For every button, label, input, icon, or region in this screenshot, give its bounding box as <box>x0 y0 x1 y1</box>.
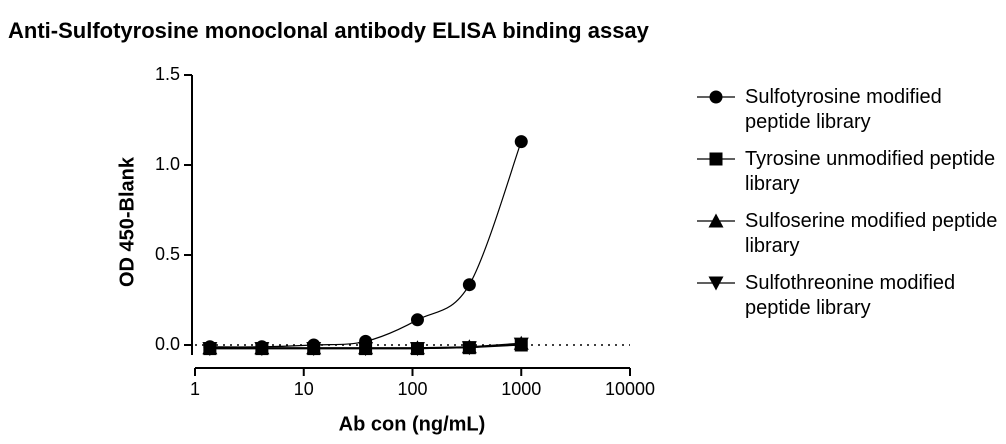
marker <box>306 342 322 357</box>
y-tick-label: 1.0 <box>155 154 180 174</box>
marker <box>513 337 529 352</box>
marker <box>410 313 424 327</box>
legend-item: Sulfothreonine modified peptide library <box>695 271 1006 321</box>
y-tick-label: 0.0 <box>155 334 180 354</box>
marker <box>461 341 477 356</box>
legend-swatch <box>697 276 735 291</box>
x-tick-label: 10000 <box>605 379 655 399</box>
marker <box>709 152 723 166</box>
x-axis-label: Ab con (ng/mL) <box>339 413 486 435</box>
legend-swatch <box>697 152 735 166</box>
y-tick-label: 0.5 <box>155 244 180 264</box>
x-tick-label: 10 <box>294 379 314 399</box>
marker <box>202 342 218 357</box>
x-tick-label: 100 <box>397 379 427 399</box>
marker <box>709 90 723 104</box>
legend-label: Sulfothreonine modified peptide library <box>745 272 956 319</box>
marker <box>514 135 528 149</box>
legend-item: Sulfotyrosine modified peptide library <box>695 85 1006 135</box>
y-axis-label: OD 450-Blank <box>116 156 138 287</box>
legend-item: Sulfoserine modified peptide library <box>695 209 1006 259</box>
legend-item: Tyrosine unmodified peptide library <box>695 147 1006 197</box>
legend-label: Tyrosine unmodified peptide library <box>745 148 996 195</box>
series-line <box>209 141 522 348</box>
marker <box>254 342 270 357</box>
x-tick-label: 1 <box>190 379 200 399</box>
marker <box>708 213 724 228</box>
marker <box>462 278 476 292</box>
marker <box>708 276 724 291</box>
legend-swatch <box>697 90 735 104</box>
marker <box>358 342 374 357</box>
chart-title: Anti-Sulfotyrosine monoclonal antibody E… <box>8 18 650 43</box>
marker <box>409 342 425 357</box>
y-tick-label: 1.5 <box>155 64 180 84</box>
x-tick-label: 1000 <box>501 379 541 399</box>
legend-label: Sulfotyrosine modified peptide library <box>745 86 942 133</box>
legend-swatch <box>697 213 735 228</box>
legend-label: Sulfoserine modified peptide library <box>745 210 998 257</box>
